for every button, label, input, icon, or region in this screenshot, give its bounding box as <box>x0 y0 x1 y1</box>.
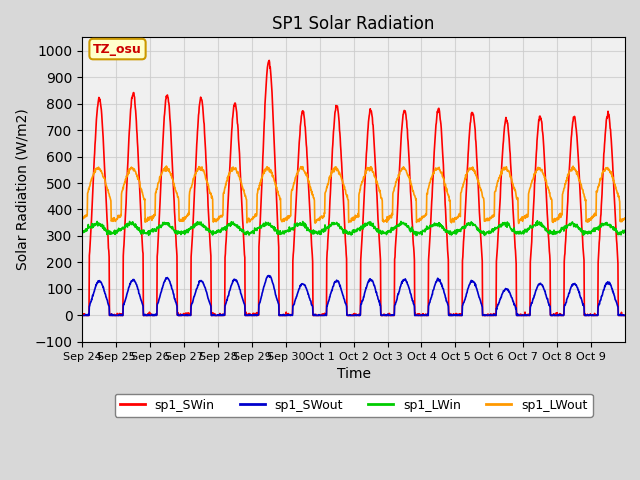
sp1_LWout <box>79 216 86 221</box>
sp1_SWin <box>79 312 86 318</box>
sp1_LWout <box>481 216 489 222</box>
Y-axis label: Solar Radiation (W/m2): Solar Radiation (W/m2) <box>15 109 29 271</box>
X-axis label: Time: Time <box>337 367 371 381</box>
sp1_LWout <box>614 194 622 200</box>
sp1_SWin <box>340 205 348 211</box>
sp1_LWout <box>561 181 569 187</box>
sp1_SWin <box>482 312 490 318</box>
Line: sp1_SWin: sp1_SWin <box>83 60 625 315</box>
sp1_SWin <box>621 312 628 318</box>
Line: sp1_SWout: sp1_SWout <box>83 276 625 315</box>
sp1_LWin <box>79 229 86 235</box>
sp1_SWin <box>164 92 172 98</box>
sp1_LWout <box>163 163 170 169</box>
Line: sp1_LWin: sp1_LWin <box>83 221 625 235</box>
sp1_SWout <box>79 312 86 318</box>
sp1_SWout <box>614 312 622 318</box>
Text: TZ_osu: TZ_osu <box>93 43 142 56</box>
sp1_LWin <box>481 231 489 237</box>
Legend: sp1_SWin, sp1_SWout, sp1_LWin, sp1_LWout: sp1_SWin, sp1_SWout, sp1_LWin, sp1_LWout <box>115 394 593 417</box>
sp1_SWout <box>265 273 273 278</box>
sp1_SWin <box>614 311 622 317</box>
sp1_LWin <box>614 230 622 236</box>
sp1_LWin <box>534 218 541 224</box>
sp1_LWin <box>163 220 171 226</box>
sp1_SWout <box>330 283 337 289</box>
sp1_SWin <box>79 312 86 318</box>
sp1_LWin <box>329 221 337 227</box>
sp1_SWout <box>79 312 87 318</box>
sp1_SWin <box>330 129 337 134</box>
sp1_LWin <box>621 228 628 233</box>
sp1_SWin <box>561 242 569 248</box>
Line: sp1_LWout: sp1_LWout <box>83 166 625 223</box>
sp1_LWin <box>412 232 420 238</box>
sp1_LWout <box>621 215 628 221</box>
Title: SP1 Solar Radiation: SP1 Solar Radiation <box>273 15 435 33</box>
sp1_LWout <box>515 220 522 226</box>
sp1_SWout <box>340 296 348 301</box>
sp1_LWin <box>561 225 569 230</box>
sp1_SWout <box>164 275 172 280</box>
sp1_SWout <box>621 312 628 318</box>
sp1_LWout <box>330 168 337 173</box>
sp1_LWout <box>164 167 172 173</box>
sp1_LWin <box>339 227 347 233</box>
sp1_LWout <box>340 181 348 187</box>
sp1_SWin <box>266 58 273 63</box>
sp1_SWout <box>482 312 490 318</box>
sp1_SWout <box>561 302 569 308</box>
